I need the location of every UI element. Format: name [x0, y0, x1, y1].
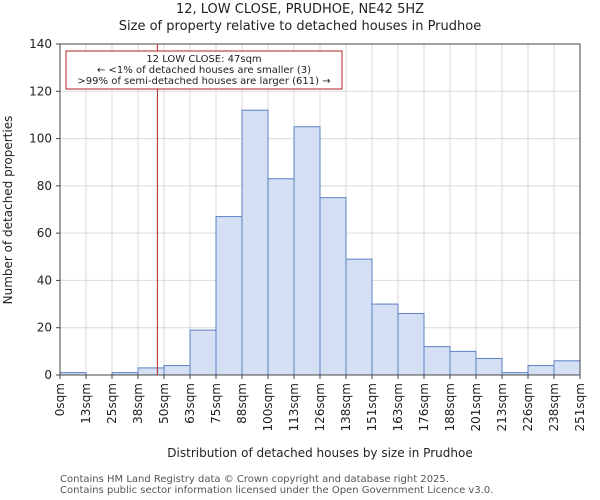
x-tick-label: 188sqm — [443, 383, 457, 431]
annotation-smaller-share: ← <1% of detached houses are smaller (3) — [97, 65, 311, 76]
y-tick-label: 100 — [29, 132, 52, 146]
y-tick-label: 20 — [37, 321, 52, 335]
annotation-box — [65, 50, 343, 90]
x-tick-label: 238sqm — [547, 383, 561, 431]
x-tick-label: 126sqm — [313, 383, 327, 431]
x-tick-label: 38sqm — [131, 383, 145, 424]
histogram-chart: 0 20 40 60 80 100 120 140 0sqm 13sqm 25sqm 38sqm 50s… — [1, 37, 587, 460]
histogram-bar — [241, 109, 269, 376]
histogram-bar — [475, 357, 503, 376]
x-tick-label: 226sqm — [521, 383, 535, 431]
y-tick-label: 80 — [37, 179, 52, 193]
x-tick-label: 213sqm — [495, 383, 509, 431]
chart-title-address: 12, LOW CLOSE, PRUDHOE, NE42 5HZ — [175, 2, 425, 17]
histogram-bar — [397, 313, 425, 376]
annotation-larger-share: >99% of semi-detached houses are larger … — [77, 76, 330, 87]
histogram-bar — [163, 365, 191, 376]
x-tick-label: 138sqm — [339, 383, 353, 431]
footer-copyright: Contains HM Land Registry data © Crown c… — [60, 474, 449, 485]
y-axis-label: Number of detached properties — [1, 116, 15, 305]
x-tick-label: 25sqm — [105, 383, 119, 424]
y-tick-label: 60 — [37, 226, 52, 240]
histogram-bar — [553, 360, 581, 376]
x-tick-label: 113sqm — [287, 383, 301, 431]
y-tick-label: 120 — [29, 84, 52, 98]
histogram-bar — [137, 367, 165, 376]
x-tick-label: 201sqm — [469, 383, 483, 431]
x-tick-label: 151sqm — [365, 383, 379, 431]
histogram-bar — [215, 216, 243, 376]
histogram-bar — [267, 178, 295, 376]
annotation-property-size: 12 LOW CLOSE: 47sqm — [146, 54, 261, 65]
x-axis-label: Distribution of detached houses by size … — [167, 446, 472, 460]
footer-licence: Contains public sector information licen… — [60, 485, 494, 496]
chart-title-description: Size of property relative to detached ho… — [118, 19, 482, 34]
x-tick-label: 75sqm — [209, 383, 223, 424]
y-tick-label: 40 — [37, 273, 52, 287]
x-tick-label: 176sqm — [417, 383, 431, 431]
histogram-bar — [423, 346, 451, 376]
y-tick-label: 0 — [44, 368, 52, 382]
histogram-bar — [319, 197, 347, 376]
histogram-bar — [371, 303, 399, 376]
x-tick-label: 50sqm — [157, 383, 171, 424]
x-tick-label: 100sqm — [261, 383, 275, 431]
y-tick-label: 140 — [29, 37, 52, 51]
histogram-bar — [527, 365, 555, 376]
x-tick-label: 0sqm — [53, 383, 67, 416]
x-tick-label: 251sqm — [573, 383, 587, 431]
x-tick-label: 13sqm — [79, 383, 93, 424]
x-tick-label: 163sqm — [391, 383, 405, 431]
histogram-bar — [449, 350, 477, 376]
x-tick-label: 88sqm — [235, 383, 249, 424]
x-tick-label: 63sqm — [183, 383, 197, 424]
histogram-bar — [189, 329, 217, 376]
histogram-bar — [293, 126, 321, 376]
histogram-bar — [345, 258, 373, 376]
